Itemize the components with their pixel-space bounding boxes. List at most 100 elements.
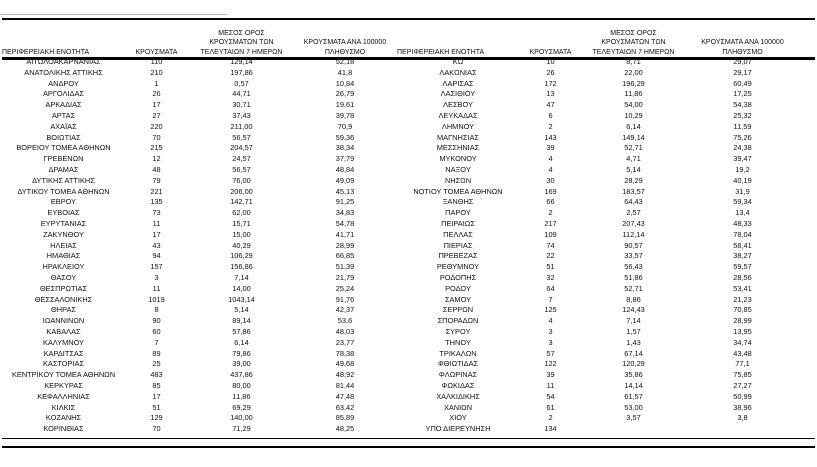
cases-cell: 143 xyxy=(544,132,557,142)
region-cell: ΑΡΓΟΛΙΔΑΣ xyxy=(43,89,84,99)
avg7-cell: 39,00 xyxy=(232,359,251,369)
per100k-cell: 11,59 xyxy=(733,121,752,131)
table-row: ΑΡΚΑΔΙΑΣ 17 30,71 19,61 xyxy=(2,100,395,111)
table-row: ΞΑΝΘΗΣ 66 64,43 59,34 xyxy=(397,197,815,208)
cases-cell: 1 xyxy=(154,78,159,88)
region-cell: ΙΩΑΝΝΙΝΩΝ xyxy=(42,316,85,326)
table-row: ΔΥΤΙΚΟΥ ΤΟΜΕΑ ΑΘΗΝΩΝ 221 206,00 45,13 xyxy=(2,187,395,198)
cases-cell: 135 xyxy=(150,197,163,207)
table-row: ΠΕΛΛΑΣ 109 112,14 78,04 xyxy=(397,230,815,241)
avg7-cell: 57,86 xyxy=(232,326,251,336)
avg7-cell: 71,29 xyxy=(232,424,251,434)
header-line: ΚΡΟΥΣΜΑΤΑ xyxy=(135,48,178,56)
avg7-cell: 2,57 xyxy=(626,208,641,218)
table-row: ΑΙΤΩΛΟΑΚΑΡΝΑΝΙΑΣ 110 129,14 52,18 xyxy=(2,57,395,68)
cases-cell: 134 xyxy=(544,424,557,434)
per100k-cell: 85,89 xyxy=(335,413,355,423)
table-row: ΚΙΛΚΙΣ 51 69,29 63,42 xyxy=(2,403,395,414)
per100k-cell: 21,79 xyxy=(335,272,355,282)
per100k-cell: 49,09 xyxy=(335,175,355,185)
avg7-cell: 44,71 xyxy=(232,89,251,99)
per100k-cell: 70,9 xyxy=(337,121,353,131)
region-cell: ΠΕΛΛΑΣ xyxy=(443,229,473,239)
table-row: ΡΕΘΥΜΝΟΥ 51 56,43 59,57 xyxy=(397,262,815,273)
table-row: ΚΑΣΤΟΡΙΑΣ 25 39,00 49,68 xyxy=(2,359,395,370)
header-line: ΚΡΟΥΣΜΑΤΩΝ ΤΩΝ xyxy=(209,39,274,47)
region-cell: ΗΜΑΘΙΑΣ xyxy=(46,251,81,261)
avg7-cell: 6,14 xyxy=(626,121,641,131)
region-cell: ΑΝΔΡΟΥ xyxy=(48,78,79,88)
per100k-cell: 48,92 xyxy=(335,370,355,380)
avg7-cell: 7,14 xyxy=(626,316,641,326)
avg7-cell: 76,00 xyxy=(232,175,251,185)
avg7-cell: 11,86 xyxy=(232,391,251,401)
per100k-cell: 45,13 xyxy=(335,186,355,196)
cases-cell: 6 xyxy=(548,110,553,120)
region-cell: ΕΥΡΥΤΑΝΙΑΣ xyxy=(40,218,87,228)
region-cell: ΚΕΡΚΥΡΑΣ xyxy=(44,380,83,390)
cases-cell: 3 xyxy=(548,337,553,347)
per100k-cell: 29,07 xyxy=(733,57,752,66)
region-cell: ΗΛΕΙΑΣ xyxy=(50,240,77,250)
per100k-cell: 75,85 xyxy=(733,370,752,380)
table-row: ΑΧΑΪΑΣ 220 211,00 70,9 xyxy=(2,122,395,133)
avg7-cell: 7,14 xyxy=(234,272,249,282)
cases-cell: 17 xyxy=(152,229,161,239)
cases-cell: 25 xyxy=(152,359,161,369)
table-row: ΓΡΕΒΕΝΩΝ 12 24,57 37,79 xyxy=(2,154,395,165)
per100k-cell: 43,48 xyxy=(733,348,752,358)
header-line: ΜΕΣΟΣ ΟΡΟΣ xyxy=(218,30,265,38)
per100k-cell: 48,84 xyxy=(335,164,355,174)
per100k-column-header: ΚΡΟΥΣΜΑΤΑ ΑΝΑ 100000 ΠΛΗΘΥΣΜΟ xyxy=(295,24,395,57)
table-row: ΠΡΕΒΕΖΑΣ 22 33,57 38,27 xyxy=(397,251,815,262)
cases-cell: 109 xyxy=(544,229,557,239)
table-row: ΑΡΓΟΛΙΔΑΣ 26 44,71 26,79 xyxy=(2,89,395,100)
cases-cell: 73 xyxy=(152,208,161,218)
cases-cell: 3 xyxy=(154,272,159,282)
per100k-cell: 66,85 xyxy=(335,251,355,261)
region-cell: ΔΥΤΙΚΗΣ ΑΤΤΙΚΗΣ xyxy=(32,175,95,185)
region-cell: ΠΡΕΒΕΖΑΣ xyxy=(438,251,478,261)
per100k-cell: 13,4 xyxy=(735,208,750,218)
table-row: ΕΥΒΟΙΑΣ 73 62,00 34,83 xyxy=(2,208,395,219)
table-row: ΘΕΣΣΑΛΟΝΙΚΗΣ 1019 1043,14 91,76 xyxy=(2,295,395,306)
region-cell: ΘΕΣΣΑΛΟΝΙΚΗΣ xyxy=(34,294,93,304)
table-row: ΧΑΛΚΙΔΙΚΗΣ 54 61,57 50,99 xyxy=(397,392,815,403)
avg7-column-header: ΜΕΣΟΣ ΟΡΟΣ ΚΡΟΥΣΜΑΤΩΝ ΤΩΝ ΤΕΛΕΥΤΑΙΩΝ 7 Η… xyxy=(582,24,685,57)
table-row: ΧΑΝΙΩΝ 61 53,00 38,96 xyxy=(397,403,815,414)
per100k-cell: 54,78 xyxy=(335,218,355,228)
table-row: ΖΑΚΥΝΘΟΥ 17 15,00 41,71 xyxy=(2,230,395,241)
per100k-cell: 25,24 xyxy=(335,283,355,293)
region-cell: ΝΑΞΟΥ xyxy=(445,164,471,174)
cases-cell: 129 xyxy=(150,413,163,423)
avg7-cell: 8,71 xyxy=(626,57,641,66)
region-cell: ΦΛΩΡΙΝΑΣ xyxy=(438,370,478,380)
region-cell: ΦΩΚΙΔΑΣ xyxy=(441,380,475,390)
table-row: ΛΗΜΝΟΥ 2 6,14 11,59 xyxy=(397,122,815,133)
table-row: ΧΙΟΥ 2 3,57 3,8 xyxy=(397,413,815,424)
per100k-cell: 42,37 xyxy=(335,305,355,315)
cases-cell: 51 xyxy=(152,402,161,412)
cases-cell: 210 xyxy=(150,67,163,77)
avg7-column-header: ΜΕΣΟΣ ΟΡΟΣ ΚΡΟΥΣΜΑΤΩΝ ΤΩΝ ΤΕΛΕΥΤΑΙΩΝ 7 Η… xyxy=(188,24,295,57)
avg7-cell: 90,57 xyxy=(624,240,643,250)
per100k-cell: 75,26 xyxy=(733,132,752,142)
table-row: ΝΟΤΙΟΥ ΤΟΜΕΑ ΑΘΗΝΩΝ 169 183,57 31,9 xyxy=(397,187,815,198)
per100k-cell: 53,6 xyxy=(337,316,353,326)
header-line: ΚΡΟΥΣΜΑΤΑ xyxy=(529,48,572,56)
region-cell: ΝΗΣΩΝ xyxy=(444,175,472,185)
avg7-cell: 149,14 xyxy=(622,132,645,142)
cases-cell: 13 xyxy=(546,89,555,99)
per100k-cell: 52,18 xyxy=(335,57,355,66)
table-row: ΘΑΣΟΥ 3 7,14 21,79 xyxy=(2,273,395,284)
cases-cell: 70 xyxy=(152,132,161,142)
cases-column-header: ΚΡΟΥΣΜΑΤΑ xyxy=(125,24,188,57)
cases-cell: 2 xyxy=(548,208,553,218)
table-row: ΥΠΟ ΔΙΕΡΕΥΝΗΣΗ 134 xyxy=(397,424,815,435)
right-table-header: ΠΕΡΙΦΕΡΕΙΑΚΗ ΕΝΟΤΗΤΑ ΚΡΟΥΣΜΑΤΑ ΜΕΣΟΣ ΟΡΟ… xyxy=(397,24,815,57)
table-row: ΝΑΞΟΥ 4 5,14 19,2 xyxy=(397,165,815,176)
avg7-cell: 14,14 xyxy=(624,380,643,390)
avg7-cell: 69,29 xyxy=(232,402,251,412)
table-row: ΜΑΓΝΗΣΙΑΣ 143 149,14 75,26 xyxy=(397,133,815,144)
